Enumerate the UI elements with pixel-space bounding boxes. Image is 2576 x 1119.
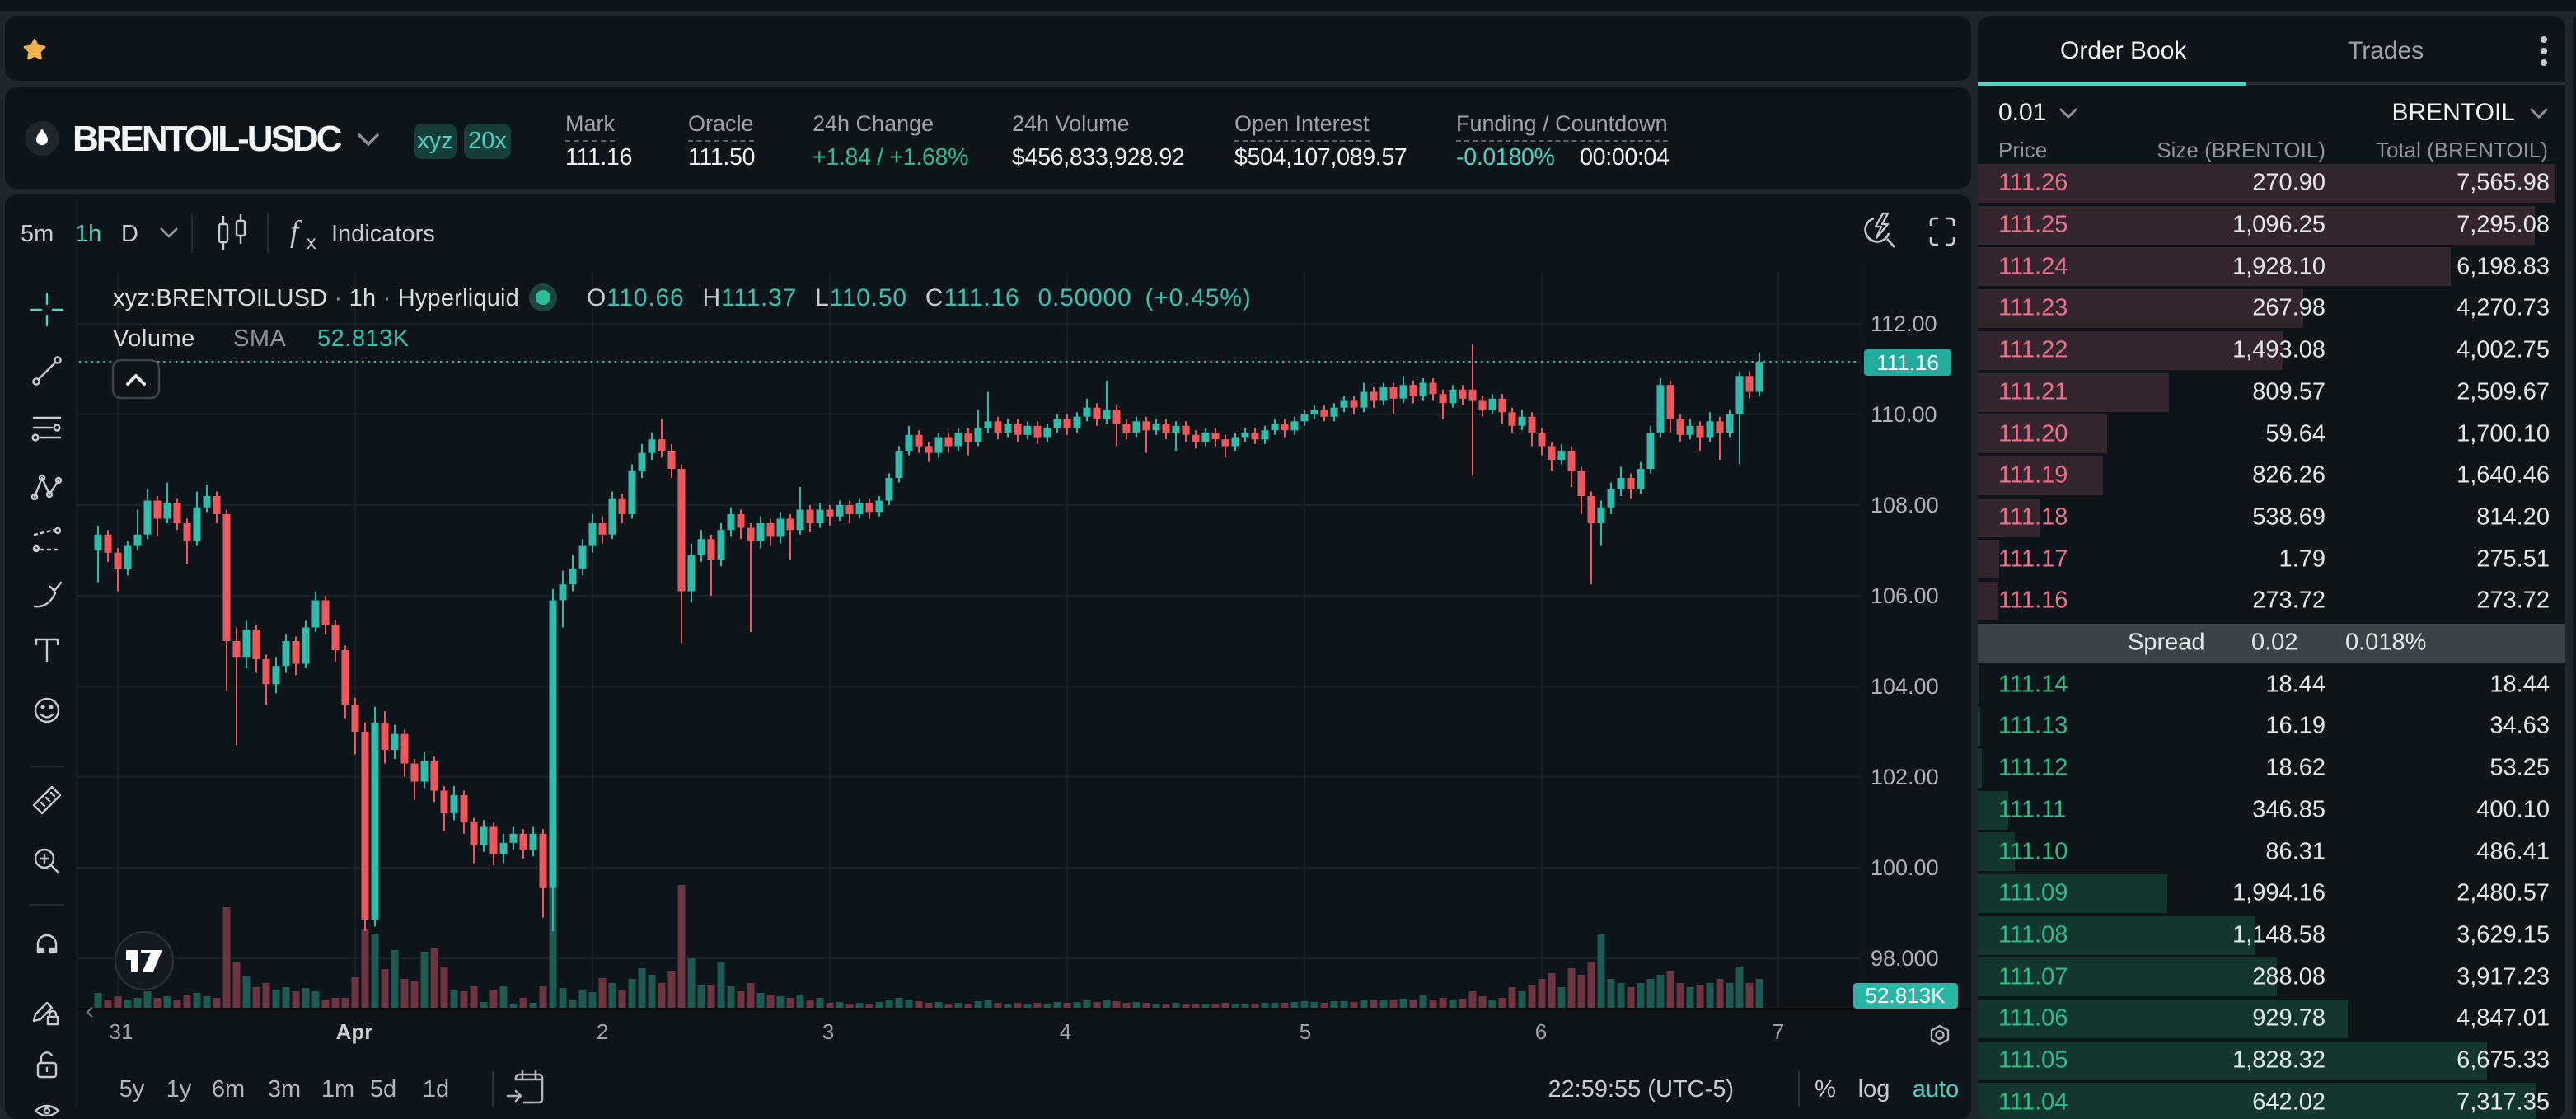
svg-text:log: log [1858, 1076, 1890, 1103]
svg-text:3: 3 [822, 1019, 834, 1044]
svg-text:108.00: 108.00 [1871, 493, 1939, 517]
svg-text:1d: 1d [423, 1076, 449, 1103]
svg-text:106.00: 106.00 [1871, 583, 1939, 608]
svg-text:Apr: Apr [336, 1019, 373, 1044]
svg-text:1y: 1y [166, 1076, 192, 1103]
svg-text:110.00: 110.00 [1871, 402, 1937, 427]
svg-text:52.813K: 52.813K [1866, 983, 1946, 1008]
svg-text:7: 7 [1773, 1019, 1784, 1044]
svg-text:D: D [121, 221, 138, 247]
svg-text:Indicators: Indicators [331, 221, 435, 247]
svg-text:104.00: 104.00 [1871, 674, 1939, 699]
svg-text:22:59:55 (UTC-5): 22:59:55 (UTC-5) [1548, 1076, 1734, 1103]
svg-text:52.813K: 52.813K [317, 325, 410, 352]
svg-text:auto: auto [1913, 1076, 1959, 1103]
svg-text:100.00: 100.00 [1871, 855, 1939, 880]
svg-text:1m: 1m [321, 1076, 354, 1103]
svg-text:5: 5 [1300, 1019, 1311, 1044]
svg-text:%: % [1815, 1076, 1836, 1103]
svg-text:f: f [290, 215, 302, 249]
svg-text:31: 31 [110, 1019, 133, 1044]
svg-text:111.16: 111.16 [1876, 350, 1939, 375]
svg-text:‹: ‹ [86, 997, 94, 1024]
svg-text:x: x [307, 232, 316, 253]
svg-text:4: 4 [1060, 1019, 1071, 1044]
svg-text:xyz:BRENTOILUSD · 1h · Hyperli: xyz:BRENTOILUSD · 1h · Hyperliquid [113, 285, 519, 311]
svg-text:SMA: SMA [233, 325, 287, 352]
svg-text:3m: 3m [268, 1076, 301, 1103]
svg-text:5y: 5y [119, 1076, 145, 1103]
svg-text:Volume: Volume [113, 325, 195, 352]
svg-text:112.00: 112.00 [1871, 311, 1937, 336]
svg-text:6: 6 [1535, 1019, 1547, 1044]
svg-text:1h: 1h [75, 221, 101, 247]
svg-text:102.00: 102.00 [1871, 765, 1939, 789]
svg-text:2: 2 [597, 1019, 608, 1044]
svg-text:98.000: 98.000 [1871, 946, 1939, 971]
svg-text:5d: 5d [370, 1076, 396, 1103]
svg-text:5m: 5m [21, 221, 54, 247]
svg-text:6m: 6m [212, 1076, 245, 1103]
